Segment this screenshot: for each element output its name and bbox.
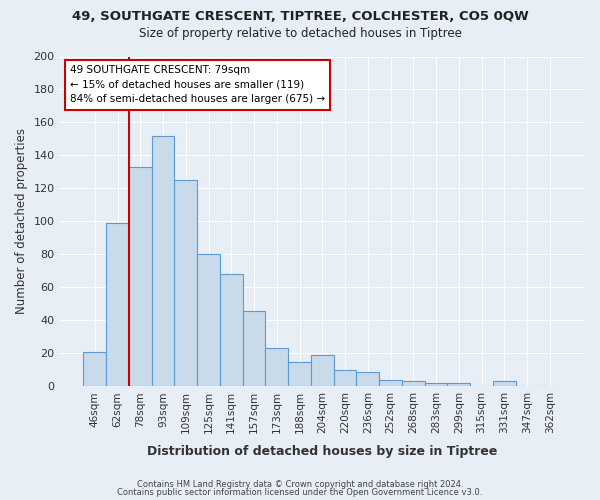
Text: Contains public sector information licensed under the Open Government Licence v3: Contains public sector information licen… bbox=[118, 488, 482, 497]
Bar bbox=[106, 223, 129, 386]
Bar bbox=[197, 254, 220, 386]
Bar bbox=[288, 362, 311, 386]
Bar bbox=[334, 370, 356, 386]
Text: 49, SOUTHGATE CRESCENT, TIPTREE, COLCHESTER, CO5 0QW: 49, SOUTHGATE CRESCENT, TIPTREE, COLCHES… bbox=[71, 10, 529, 23]
Bar bbox=[152, 136, 175, 386]
Bar bbox=[356, 372, 379, 386]
Bar bbox=[265, 348, 288, 387]
Bar bbox=[311, 355, 334, 386]
Bar bbox=[220, 274, 242, 386]
Bar bbox=[448, 383, 470, 386]
Y-axis label: Number of detached properties: Number of detached properties bbox=[15, 128, 28, 314]
Bar bbox=[242, 310, 265, 386]
Bar bbox=[175, 180, 197, 386]
Bar bbox=[493, 382, 515, 386]
X-axis label: Distribution of detached houses by size in Tiptree: Distribution of detached houses by size … bbox=[147, 444, 497, 458]
Bar bbox=[129, 167, 152, 386]
Bar bbox=[379, 380, 402, 386]
Bar bbox=[425, 383, 448, 386]
Text: Size of property relative to detached houses in Tiptree: Size of property relative to detached ho… bbox=[139, 28, 461, 40]
Text: 49 SOUTHGATE CRESCENT: 79sqm
← 15% of detached houses are smaller (119)
84% of s: 49 SOUTHGATE CRESCENT: 79sqm ← 15% of de… bbox=[70, 64, 325, 104]
Bar bbox=[402, 382, 425, 386]
Bar bbox=[83, 352, 106, 386]
Text: Contains HM Land Registry data © Crown copyright and database right 2024.: Contains HM Land Registry data © Crown c… bbox=[137, 480, 463, 489]
